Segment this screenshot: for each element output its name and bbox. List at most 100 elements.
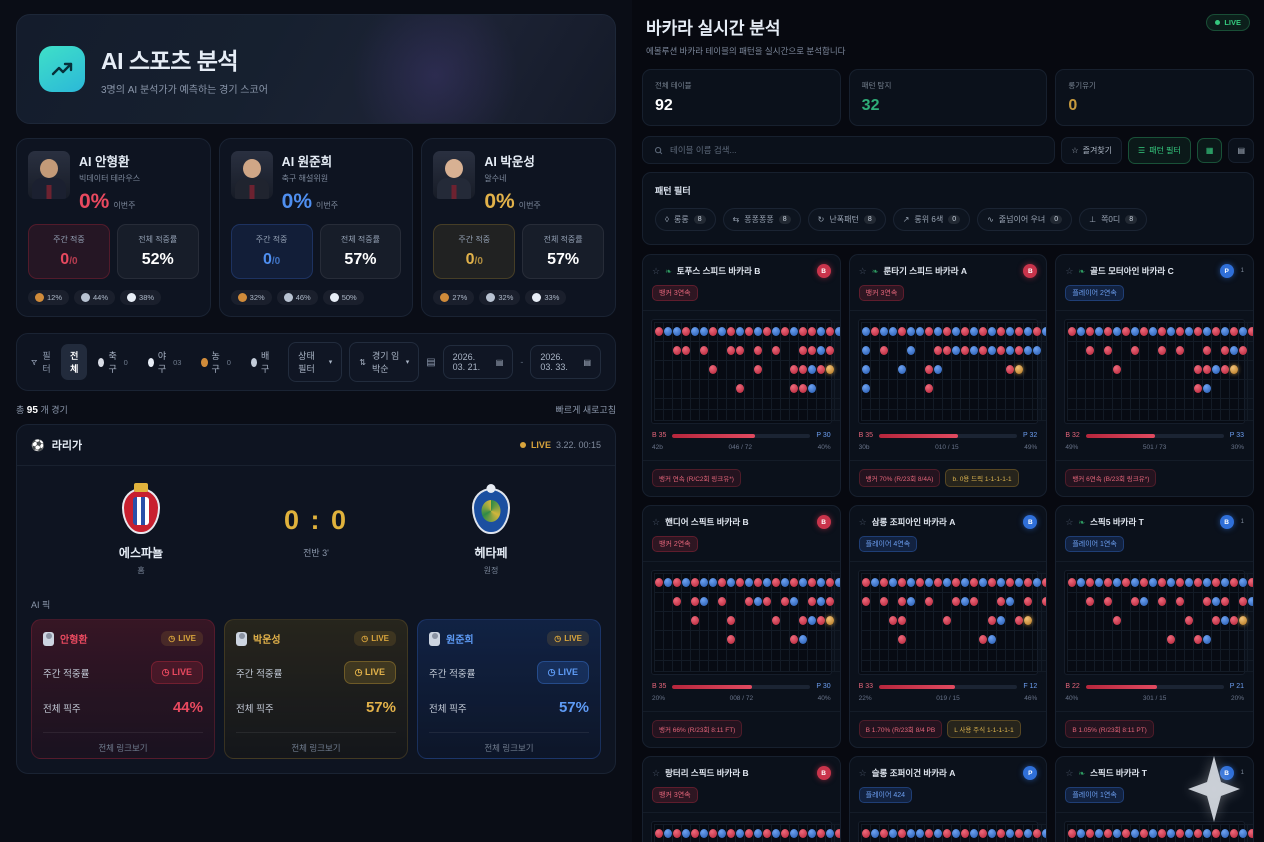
search-input[interactable]: 테이블 이름 검색...: [642, 136, 1056, 164]
avatar: [429, 631, 440, 646]
baccarat-table-card[interactable]: ☆ ❧ 토푸스 스피드 바카라 B B 뱅커 3연속 B 35 P 30 42b…: [642, 254, 841, 497]
road-bead: [718, 578, 726, 588]
road-cell: [1022, 360, 1033, 380]
road-bead: [754, 578, 762, 588]
road-cell: [896, 379, 907, 399]
sort-select[interactable]: ⇅ 경기 임박순 ▾: [349, 342, 420, 382]
big-road-grid: [857, 319, 1047, 424]
favorite-star-icon[interactable]: ☆: [652, 516, 661, 527]
sport-filter-chip[interactable]: 전체: [61, 344, 88, 380]
road-cell: [941, 322, 952, 342]
ai-pick-footer-link[interactable]: 전체 링크보기: [43, 732, 203, 754]
favorite-star-icon[interactable]: ☆: [1065, 265, 1074, 276]
baccarat-table-card[interactable]: ☆ ❧ 스픽드 바카라 T B 1 플레이어 1연속: [1055, 756, 1254, 842]
favorites-button[interactable]: ☆ 즐겨찾기: [1061, 136, 1123, 164]
favorite-star-icon[interactable]: ☆: [1065, 516, 1074, 527]
date-from-input[interactable]: 2026. 03. 21. ▤: [442, 345, 514, 379]
road-cell: [771, 398, 781, 410]
road-bead: [790, 365, 798, 375]
road-cell: [1139, 649, 1150, 661]
pattern-filter-chip[interactable]: ⇆ 퐁퐁퐁퐁 8: [722, 208, 801, 231]
road-bead: [870, 829, 879, 839]
road-cell: [1184, 398, 1195, 410]
road-bead: [808, 578, 816, 588]
date-to-input[interactable]: 2026. 03. 33. ▤: [530, 345, 601, 379]
road-cell: [744, 398, 754, 410]
sport-filter-chip[interactable]: 농구 0: [192, 344, 239, 380]
analyst-card[interactable]: AI 박운성 알수네 0% 이번주 주간 적중 0/0 전체 적중률 57% 2…: [421, 138, 617, 317]
sport-filter-chip[interactable]: 축구 0: [89, 344, 136, 380]
sport-filter-chip[interactable]: 배구: [242, 344, 281, 380]
sport-filter-chip[interactable]: 야구 03: [139, 344, 191, 380]
pattern-filter-chip[interactable]: ∿ 줄넘이어 우녀 0: [977, 208, 1073, 231]
ai-pick-card[interactable]: 원준희 ◷ LIVE 주간 적중률 ◷ LIVE 전체 픽주 57% 전체 링크…: [417, 619, 601, 759]
road-cell: [1076, 824, 1087, 842]
road-bead: [799, 384, 807, 394]
road-cell: [896, 611, 907, 631]
baccarat-table-card[interactable]: ☆ 핸디어 스픽트 바카라 B B 뱅커 2연속 B 35 P 30 20% 0…: [642, 505, 841, 748]
road-cell: [950, 379, 961, 399]
ai-pick-footer-link[interactable]: 전체 링크보기: [236, 732, 396, 754]
baccarat-table-card[interactable]: ☆ ❧ 골드 모터아인 바카라 C P 1 플레이어 2연속 B 32 P 33…: [1055, 254, 1254, 497]
road-cell: [708, 360, 718, 380]
road-cell: [878, 341, 889, 361]
baccarat-table-card[interactable]: ☆ 삼롱 조피아인 바카라 A B 플레이어 4연속 B 33 F 12 22%…: [848, 505, 1048, 748]
status-filter-select[interactable]: 상태 필터 ▾: [288, 342, 343, 382]
road-cell: [1103, 360, 1114, 380]
pattern-filter-chip[interactable]: ◊ 롱롱 8: [655, 208, 716, 231]
favorite-star-icon[interactable]: ☆: [1065, 767, 1074, 778]
road-cell: [699, 341, 709, 361]
road-cell: [1067, 824, 1078, 842]
ai-pick-footer-link[interactable]: 전체 링크보기: [429, 732, 589, 754]
player-label: F 12: [1023, 683, 1038, 690]
road-bead: [1122, 578, 1131, 588]
pattern-filter-chip[interactable]: ↻ 난폭패턴 8: [807, 208, 886, 231]
road-bead: [879, 346, 888, 356]
ai-pick-card[interactable]: 안형환 ◷ LIVE 주간 적중률 ◷ LIVE 전체 픽주 44% 전체 링크…: [31, 619, 215, 759]
baccarat-table-card[interactable]: ☆ 랑터리 스픽드 바카라 B B 뱅커 3연속: [642, 756, 841, 842]
baccarat-table-card[interactable]: ☆ ❧ 스픽5 바카라 T B 1 플레이어 1연속 B 22 P 21 40%…: [1055, 505, 1254, 748]
ai-pick-card[interactable]: 박운성 ◷ LIVE 주간 적중률 ◷ LIVE 전체 픽주 57% 전체 링크…: [224, 619, 408, 759]
road-bead: [906, 597, 915, 607]
match-card[interactable]: ⚽ 라리가 LIVE 3.22. 00:15 에스파뇰 홈 0 : 0 전반 3: [16, 424, 616, 774]
road-cell: [905, 360, 916, 380]
favorite-star-icon[interactable]: ☆: [858, 265, 867, 276]
favorite-star-icon[interactable]: ☆: [858, 767, 867, 778]
favorite-star-icon[interactable]: ☆: [858, 516, 867, 527]
insight-chip: 뱅커 70% (R/23회 8/4A): [858, 469, 941, 487]
road-bead: [826, 578, 834, 588]
road-cell: [1247, 611, 1254, 631]
refresh-link[interactable]: 빠르게 새로고침: [555, 405, 616, 415]
road-bead: [996, 346, 1005, 356]
bar-sub-right: 30%: [1230, 444, 1244, 451]
ai-pick-analyst-name: 박운성: [253, 635, 281, 646]
favorite-star-icon[interactable]: ☆: [652, 265, 661, 276]
road-cell: [950, 630, 961, 650]
soccer-ball-icon: [35, 293, 44, 302]
road-cell: [950, 398, 961, 410]
road-cell: [896, 573, 907, 593]
road-bead: [1104, 578, 1113, 588]
analyst-card[interactable]: AI 원준희 축구 해설위원 0% 이번주 주간 적중 0/0 전체 적중률 5…: [218, 138, 414, 317]
baccarat-table-card[interactable]: ☆ 슬롱 조퍼이건 바카라 A P 플레이어 424: [848, 756, 1048, 842]
road-bead: [897, 616, 906, 626]
road-cell: [780, 341, 790, 361]
table-card-header: ☆ 삼롱 조피아인 바카라 A B 플레이어 4연속: [850, 506, 1047, 552]
banker-player-bar: B 35 P 30 20% 008 / 72 40%: [652, 683, 831, 702]
favorite-star-icon[interactable]: ☆: [652, 767, 661, 778]
divider: [1056, 812, 1253, 813]
road-bead: [1041, 327, 1047, 337]
pattern-filter-chip[interactable]: ⊥ 쪽0디 8: [1079, 208, 1148, 231]
analyst-card[interactable]: AI 안형환 빅데이터 테라우스 0% 이번주 주간 적중 0/0 전체 적중률…: [16, 138, 211, 317]
road-bead: [861, 597, 870, 607]
road-cell: [681, 592, 691, 612]
baccarat-table-card[interactable]: ☆ ❧ 룬타기 스피드 바카라 A B 뱅커 3연속 B 35 P 32 30b…: [848, 254, 1048, 497]
road-bead: [1176, 578, 1185, 588]
pattern-filter-chip[interactable]: ↗ 롱위 6색 0: [892, 208, 971, 231]
calendar-icon: ▤: [426, 356, 436, 368]
pattern-filter-button[interactable]: ☰ 패턴 필터: [1128, 136, 1191, 164]
grid-view-button[interactable]: ▦: [1196, 137, 1223, 163]
road-cell: [995, 611, 1006, 631]
road-cell: [771, 649, 781, 661]
list-view-button[interactable]: ▤: [1228, 137, 1254, 163]
